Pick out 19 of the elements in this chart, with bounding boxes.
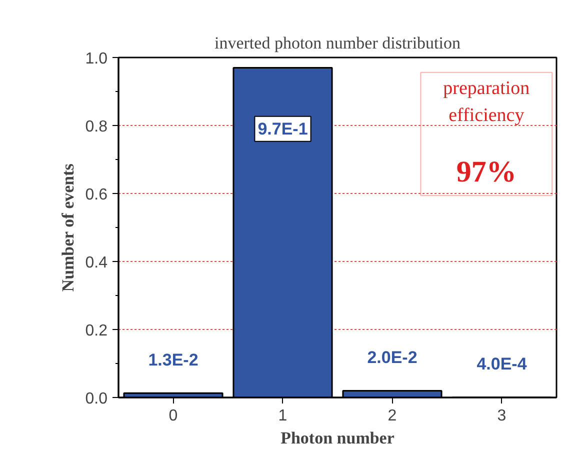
y-axis-title: Number of events: [58, 163, 78, 292]
x-tick-label: 3: [497, 408, 506, 424]
annotation: preparation efficiency: [443, 78, 530, 126]
y-tick-label: 0.6: [85, 186, 108, 204]
x-tick-label: 0: [168, 408, 178, 424]
annotation: 97%: [456, 155, 516, 188]
data-label: 2.0E-2: [367, 348, 418, 367]
data-label: 9.7E-1: [258, 119, 308, 138]
x-tick-label: 1: [278, 408, 288, 424]
x-axis-title: Photon number: [280, 428, 395, 448]
y-tick-label: 0.0: [85, 390, 108, 408]
chart-title: inverted photon number distribution: [214, 34, 461, 52]
y-tick-label: 1.0: [85, 50, 108, 68]
x-tick-label: 2: [388, 408, 397, 424]
y-tick-label: 0.8: [85, 118, 108, 136]
y-tick-label: 0.2: [85, 322, 108, 340]
data-label: 4.0E-4: [476, 354, 528, 374]
y-tick-label: 0.4: [85, 254, 108, 272]
data-label: 1.3E-2: [148, 350, 198, 370]
